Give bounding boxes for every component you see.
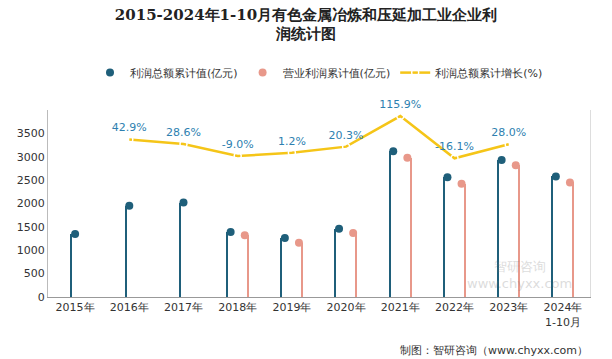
svg-text:-16.1%: -16.1% bbox=[435, 140, 474, 153]
svg-text:营业利润累计值(亿元): 营业利润累计值(亿元) bbox=[283, 67, 391, 80]
svg-text:2021年: 2021年 bbox=[381, 301, 420, 314]
svg-text:2023年: 2023年 bbox=[489, 301, 528, 314]
svg-text:智研咨询www.chyxx.com: 智研咨询www.chyxx.com bbox=[467, 259, 572, 291]
svg-text:500: 500 bbox=[24, 267, 45, 280]
svg-text:2500: 2500 bbox=[17, 174, 45, 187]
svg-text:1500: 1500 bbox=[17, 221, 45, 234]
svg-text:0: 0 bbox=[38, 291, 45, 304]
svg-text:3500: 3500 bbox=[17, 127, 45, 140]
svg-text:1000: 1000 bbox=[17, 244, 45, 257]
svg-text:115.9%: 115.9% bbox=[379, 98, 421, 111]
svg-text:2015-2024年1-10月有色金属冶炼和压延加工业企业利: 2015-2024年1-10月有色金属冶炼和压延加工业企业利润统计图 bbox=[115, 6, 497, 44]
svg-text:1.2%: 1.2% bbox=[278, 135, 306, 148]
svg-text:2019年: 2019年 bbox=[272, 301, 311, 314]
svg-text:制图：智研咨询（www.chyxx.com）: 制图：智研咨询（www.chyxx.com） bbox=[400, 344, 588, 357]
svg-text:2000: 2000 bbox=[17, 197, 45, 210]
svg-text:20.3%: 20.3% bbox=[329, 129, 364, 142]
svg-text:2018年: 2018年 bbox=[218, 301, 257, 314]
svg-text:-9.0%: -9.0% bbox=[222, 138, 254, 151]
svg-text:28.0%: 28.0% bbox=[491, 126, 526, 139]
svg-text:利润总额累计增长(%): 利润总额累计增长(%) bbox=[435, 67, 542, 80]
svg-text:3000: 3000 bbox=[17, 151, 45, 164]
svg-text:2022年: 2022年 bbox=[435, 301, 474, 314]
svg-text:2016年: 2016年 bbox=[110, 301, 149, 314]
svg-text:2020年: 2020年 bbox=[327, 301, 366, 314]
svg-text:2024年1-10月: 2024年1-10月 bbox=[543, 301, 582, 328]
svg-text:2017年: 2017年 bbox=[164, 301, 203, 314]
svg-text:42.9%: 42.9% bbox=[112, 121, 147, 134]
svg-text:2015年: 2015年 bbox=[56, 301, 95, 314]
svg-text:28.6%: 28.6% bbox=[166, 126, 201, 139]
svg-text:利润总额累计值(亿元): 利润总额累计值(亿元) bbox=[130, 67, 238, 80]
